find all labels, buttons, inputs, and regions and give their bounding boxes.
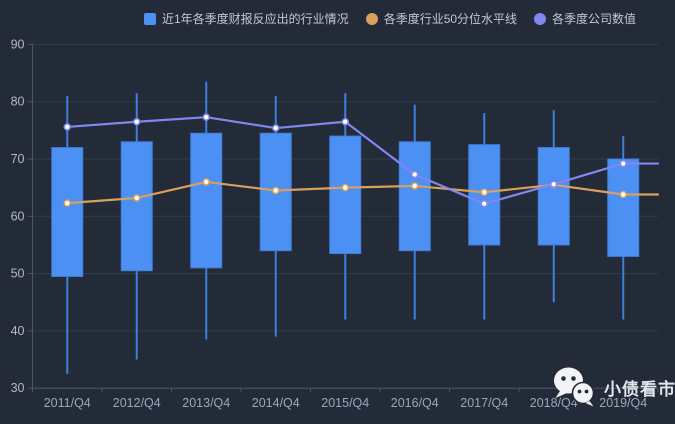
candle-2017-q4[interactable] — [468, 113, 501, 320]
candle-2014-q4[interactable] — [259, 95, 292, 337]
y-axis-label-40: 40 — [11, 324, 25, 338]
legend-swatch-circle-icon — [534, 12, 547, 25]
candle-box — [537, 147, 570, 246]
candle-box — [398, 141, 431, 252]
candle-2013-q4[interactable] — [190, 81, 223, 340]
line-series-1 — [66, 116, 660, 205]
y-axis-label-90: 90 — [11, 37, 25, 51]
legend-label: 近1年各季度财报反应出的行业情况 — [162, 12, 349, 26]
x-axis-label-2016-q4: 2016/Q4 — [391, 396, 439, 410]
candle-2011-q4[interactable] — [51, 95, 84, 374]
y-axis-label-50: 50 — [11, 267, 25, 281]
candle-2012-q4[interactable] — [120, 93, 153, 360]
candle-box — [607, 158, 640, 257]
chart-legend: 近1年各季度财报反应出的行业情况 各季度行业50分位水平线 各季度公司数值 — [144, 10, 636, 27]
legend-label: 各季度公司数值 — [552, 12, 637, 26]
candle-2018-q4[interactable] — [537, 110, 570, 303]
line-point-0-2013-q4[interactable] — [202, 178, 210, 186]
legend-label: 各季度行业50分位水平线 — [383, 12, 518, 26]
line-point-1-2016-q4[interactable] — [411, 170, 419, 179]
line-point-0-2017-q4[interactable] — [480, 188, 488, 196]
legend-swatch-square-icon — [144, 12, 156, 25]
line-point-0-2019-q4[interactable] — [619, 190, 627, 199]
x-axis-label-2019-q4: 2019/Q4 — [599, 396, 647, 410]
line-point-0-2014-q4[interactable] — [272, 186, 280, 195]
line-point-1-2012-q4[interactable] — [133, 118, 141, 126]
candle-2019-q4[interactable] — [607, 136, 640, 320]
line-point-1-2017-q4[interactable] — [480, 199, 488, 208]
candle-2015-q4[interactable] — [329, 93, 362, 320]
x-axis-label-2013-q4: 2013/Q4 — [182, 396, 230, 410]
x-axis-label-2011-q4: 2011/Q4 — [44, 396, 91, 410]
legend-swatch-circle-icon — [365, 12, 378, 25]
y-axis-label-80: 80 — [11, 95, 25, 109]
candle-box — [120, 141, 153, 272]
x-axis-label-2014-q4: 2014/Q4 — [252, 396, 300, 410]
candle-2016-q4[interactable] — [398, 104, 431, 320]
line-point-1-2015-q4[interactable] — [341, 118, 349, 126]
x-axis-label-2015-q4: 2015/Q4 — [321, 396, 369, 410]
line-point-0-2011-q4[interactable] — [63, 199, 71, 207]
line-point-0-2016-q4[interactable] — [411, 182, 419, 190]
line-series-0 — [66, 180, 660, 205]
candle-box — [51, 147, 84, 277]
line-point-1-2019-q4[interactable] — [619, 159, 627, 168]
y-axis-label-30: 30 — [11, 381, 25, 395]
candle-box — [190, 132, 223, 269]
line-point-0-2012-q4[interactable] — [133, 194, 141, 202]
x-axis-label-2018-q4: 2018/Q4 — [530, 396, 578, 410]
legend-item-0[interactable]: 近1年各季度财报反应出的行业情况 — [144, 10, 349, 27]
line-point-1-2018-q4[interactable] — [550, 180, 558, 188]
legend-item-2[interactable]: 各季度公司数值 — [534, 10, 636, 27]
x-axis-label-2012-q4: 2012/Q4 — [113, 396, 161, 410]
legend-item-1[interactable]: 各季度行业50分位水平线 — [365, 10, 518, 27]
line-point-0-2015-q4[interactable] — [341, 183, 349, 192]
line-point-1-2014-q4[interactable] — [272, 124, 280, 132]
x-axis-label-2017-q4: 2017/Q4 — [460, 396, 508, 410]
y-axis-label-70: 70 — [11, 152, 25, 166]
candle-box — [329, 135, 362, 255]
line-point-1-2011-q4[interactable] — [63, 123, 71, 131]
y-axis-label-60: 60 — [11, 209, 25, 223]
line-point-1-2013-q4[interactable] — [202, 113, 210, 121]
